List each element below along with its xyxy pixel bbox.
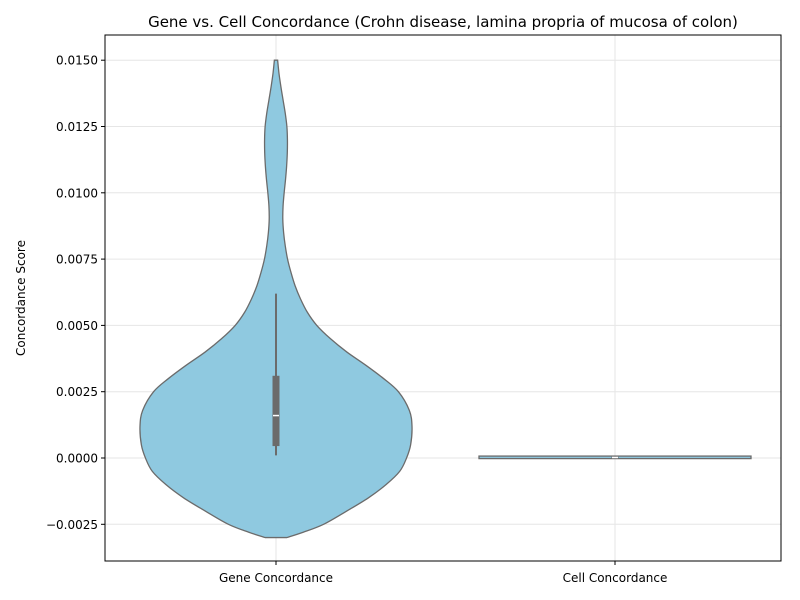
y-axis: −0.0025 0.0000 0.0025 0.0050 0.0075 0.0100 0.0… [46, 54, 105, 532]
y-tick-label: −0.0025 [46, 518, 98, 532]
y-tick-label: 0.0025 [56, 385, 98, 399]
y-tick-label: 0.0050 [56, 319, 98, 333]
box-plots [272, 293, 619, 459]
iqr-box [272, 375, 280, 447]
y-tick-label: 0.0150 [56, 54, 98, 68]
y-tick-label: 0.0125 [56, 120, 98, 134]
y-axis-label: Concordance Score [14, 240, 28, 356]
violins [139, 59, 752, 539]
y-tick-label: 0.0100 [56, 186, 98, 200]
y-tick-label: 0.0075 [56, 253, 98, 267]
y-tick-label: 0.0000 [56, 452, 98, 466]
plot-frame [104, 34, 782, 562]
x-axis: Gene Concordance Cell Concordance [219, 561, 667, 585]
chart-title: Gene vs. Cell Concordance (Crohn disease… [148, 13, 738, 31]
x-tick-label: Gene Concordance [219, 571, 333, 585]
x-tick-label: Cell Concordance [563, 571, 668, 585]
